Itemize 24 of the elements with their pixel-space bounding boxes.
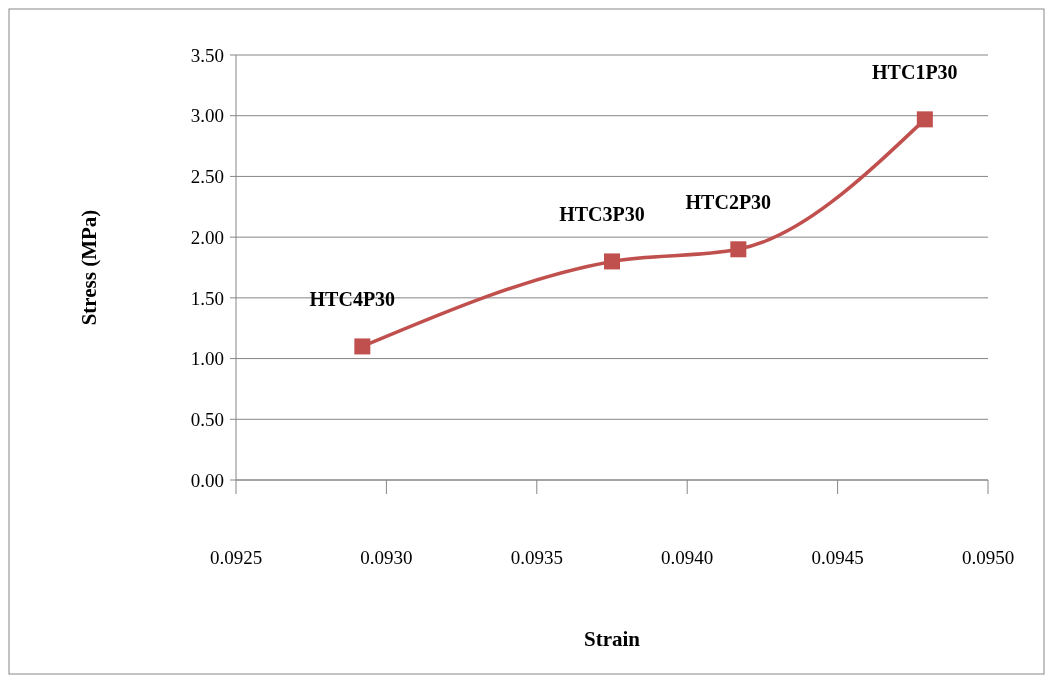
annotation: HTC3P30 [559,203,645,226]
point [604,253,620,270]
y-tick-label: 0.00 [190,469,224,491]
point [916,111,933,128]
x-tick-label: 0.0950 [961,547,1015,568]
y-tick-label: 2.50 [190,166,224,188]
x-tick-label: 0.0925 [209,547,263,568]
y-tick-label: 3.50 [190,44,224,66]
x-tick-label: 0.0935 [510,547,563,568]
x-tick-label: 0.0930 [360,547,413,568]
point [730,241,747,258]
x-tick-label: 0.0940 [661,547,714,568]
y-tick-label: 1.50 [190,287,224,309]
x-axis-title: Strain [583,627,641,651]
y-tick-label: 3.00 [190,105,224,127]
annotation: HTC4P30 [309,288,396,311]
annotation: HTC2P30 [685,191,772,214]
y-tick-label: 1.00 [190,348,224,370]
y-tick-label: 0.50 [190,408,224,430]
y-tick-label: 2.00 [190,226,224,248]
x-tick-label: 0.0945 [811,547,864,568]
point [354,338,371,355]
y-axis-title: Stress (MPa) [77,209,101,326]
annotation: HTC1P30 [872,61,958,84]
